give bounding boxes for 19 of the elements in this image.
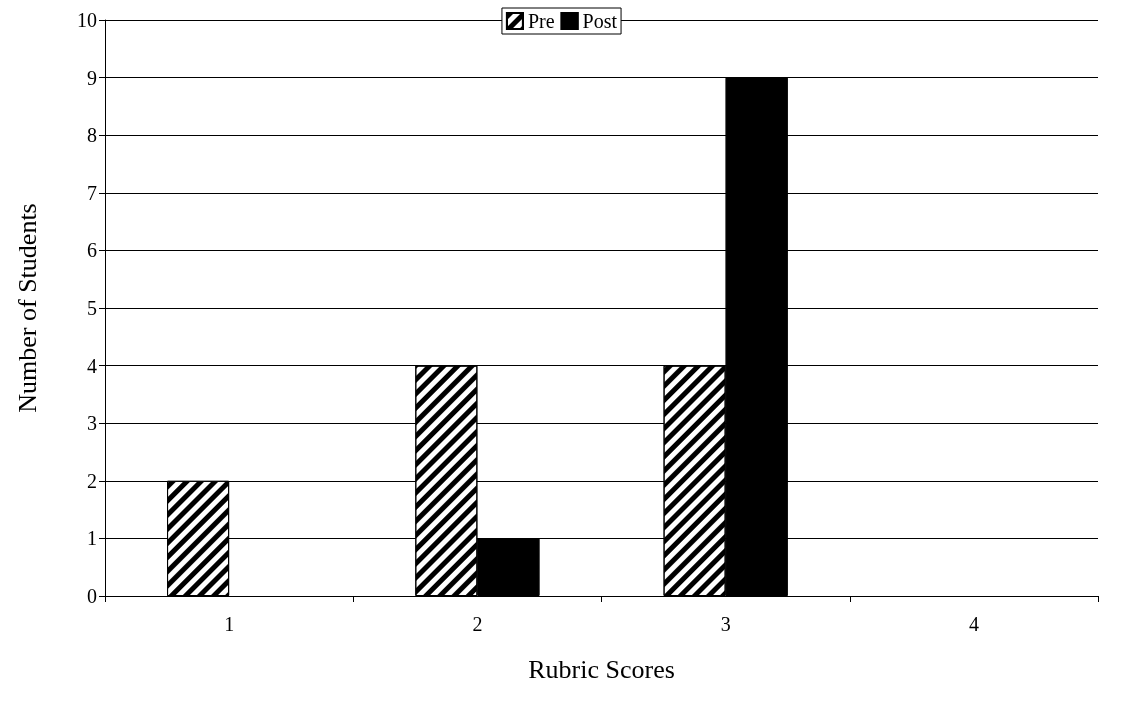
y-tick-label: 8 bbox=[87, 124, 97, 147]
y-tick-label: 0 bbox=[87, 585, 97, 607]
legend-label: Post bbox=[582, 10, 618, 32]
x-tick-label: 4 bbox=[968, 613, 979, 635]
y-tick-label: 1 bbox=[87, 527, 97, 550]
legend-label: Pre bbox=[527, 10, 555, 32]
y-axis-title: Number of Students bbox=[12, 203, 42, 413]
x-axis-title: Rubric Scores bbox=[528, 654, 675, 684]
y-tick-label: 2 bbox=[87, 469, 97, 492]
y-tick-label: 7 bbox=[87, 181, 97, 204]
y-tick-label: 6 bbox=[87, 239, 97, 262]
x-tick-label: 3 bbox=[720, 613, 731, 635]
y-tick-label: 10 bbox=[77, 9, 97, 31]
x-tick-label: 1 bbox=[224, 613, 235, 635]
y-tick-label: 4 bbox=[87, 354, 97, 377]
y-tick-label: 9 bbox=[87, 66, 97, 89]
y-tick-label: 5 bbox=[87, 297, 97, 319]
y-tick-label: 3 bbox=[87, 412, 97, 435]
x-tick-label: 2 bbox=[472, 613, 483, 635]
